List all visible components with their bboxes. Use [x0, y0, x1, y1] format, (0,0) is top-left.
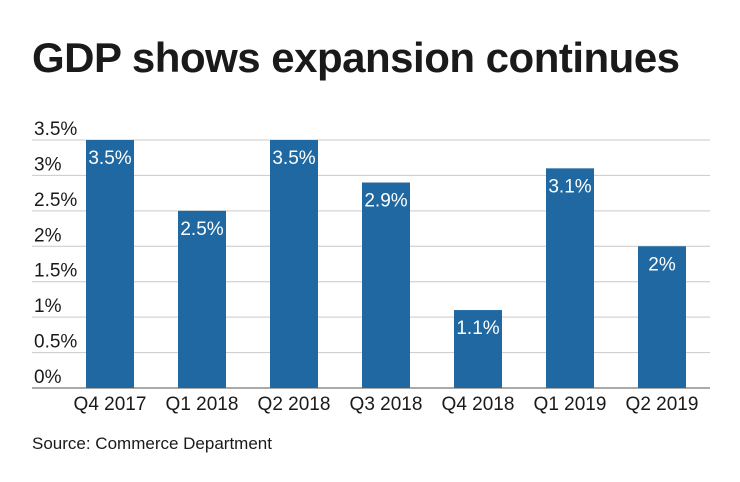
- bar: [638, 246, 686, 388]
- y-tick-label: 1%: [34, 296, 62, 317]
- x-category-label: Q1 2019: [534, 394, 607, 415]
- x-category-label: Q4 2017: [74, 394, 147, 415]
- bar-value-label: 3.5%: [88, 148, 131, 169]
- y-tick-label: 2.5%: [34, 190, 77, 211]
- bar-value-label: 2%: [648, 254, 676, 275]
- bar: [178, 210, 226, 388]
- bar: [546, 168, 594, 388]
- x-category-label: Q2 2019: [626, 394, 699, 415]
- bar: [454, 310, 502, 388]
- x-category-label: Q2 2018: [258, 394, 331, 415]
- bar: [270, 140, 318, 388]
- bar-value-label: 2.5%: [180, 219, 223, 240]
- x-category-label: Q4 2018: [442, 394, 515, 415]
- y-tick-label: 0.5%: [34, 332, 77, 353]
- y-tick-label: 3%: [34, 154, 62, 175]
- y-tick-label: 3.5%: [34, 119, 77, 140]
- y-tick-label: 0%: [34, 367, 62, 388]
- source-note: Source: Commerce Department: [32, 434, 272, 453]
- bar-value-label: 3.5%: [272, 148, 315, 169]
- chart-title: GDP shows expansion continues: [32, 34, 680, 81]
- bar: [362, 182, 410, 388]
- bar-value-label: 3.1%: [548, 176, 591, 197]
- bar-value-label: 2.9%: [364, 191, 407, 212]
- bar: [86, 140, 134, 388]
- x-category-label: Q1 2018: [166, 394, 239, 415]
- bar-value-label: 1.1%: [456, 318, 499, 339]
- y-tick-label: 1.5%: [34, 261, 77, 282]
- x-category-label: Q3 2018: [350, 394, 423, 415]
- y-tick-label: 2%: [34, 225, 62, 246]
